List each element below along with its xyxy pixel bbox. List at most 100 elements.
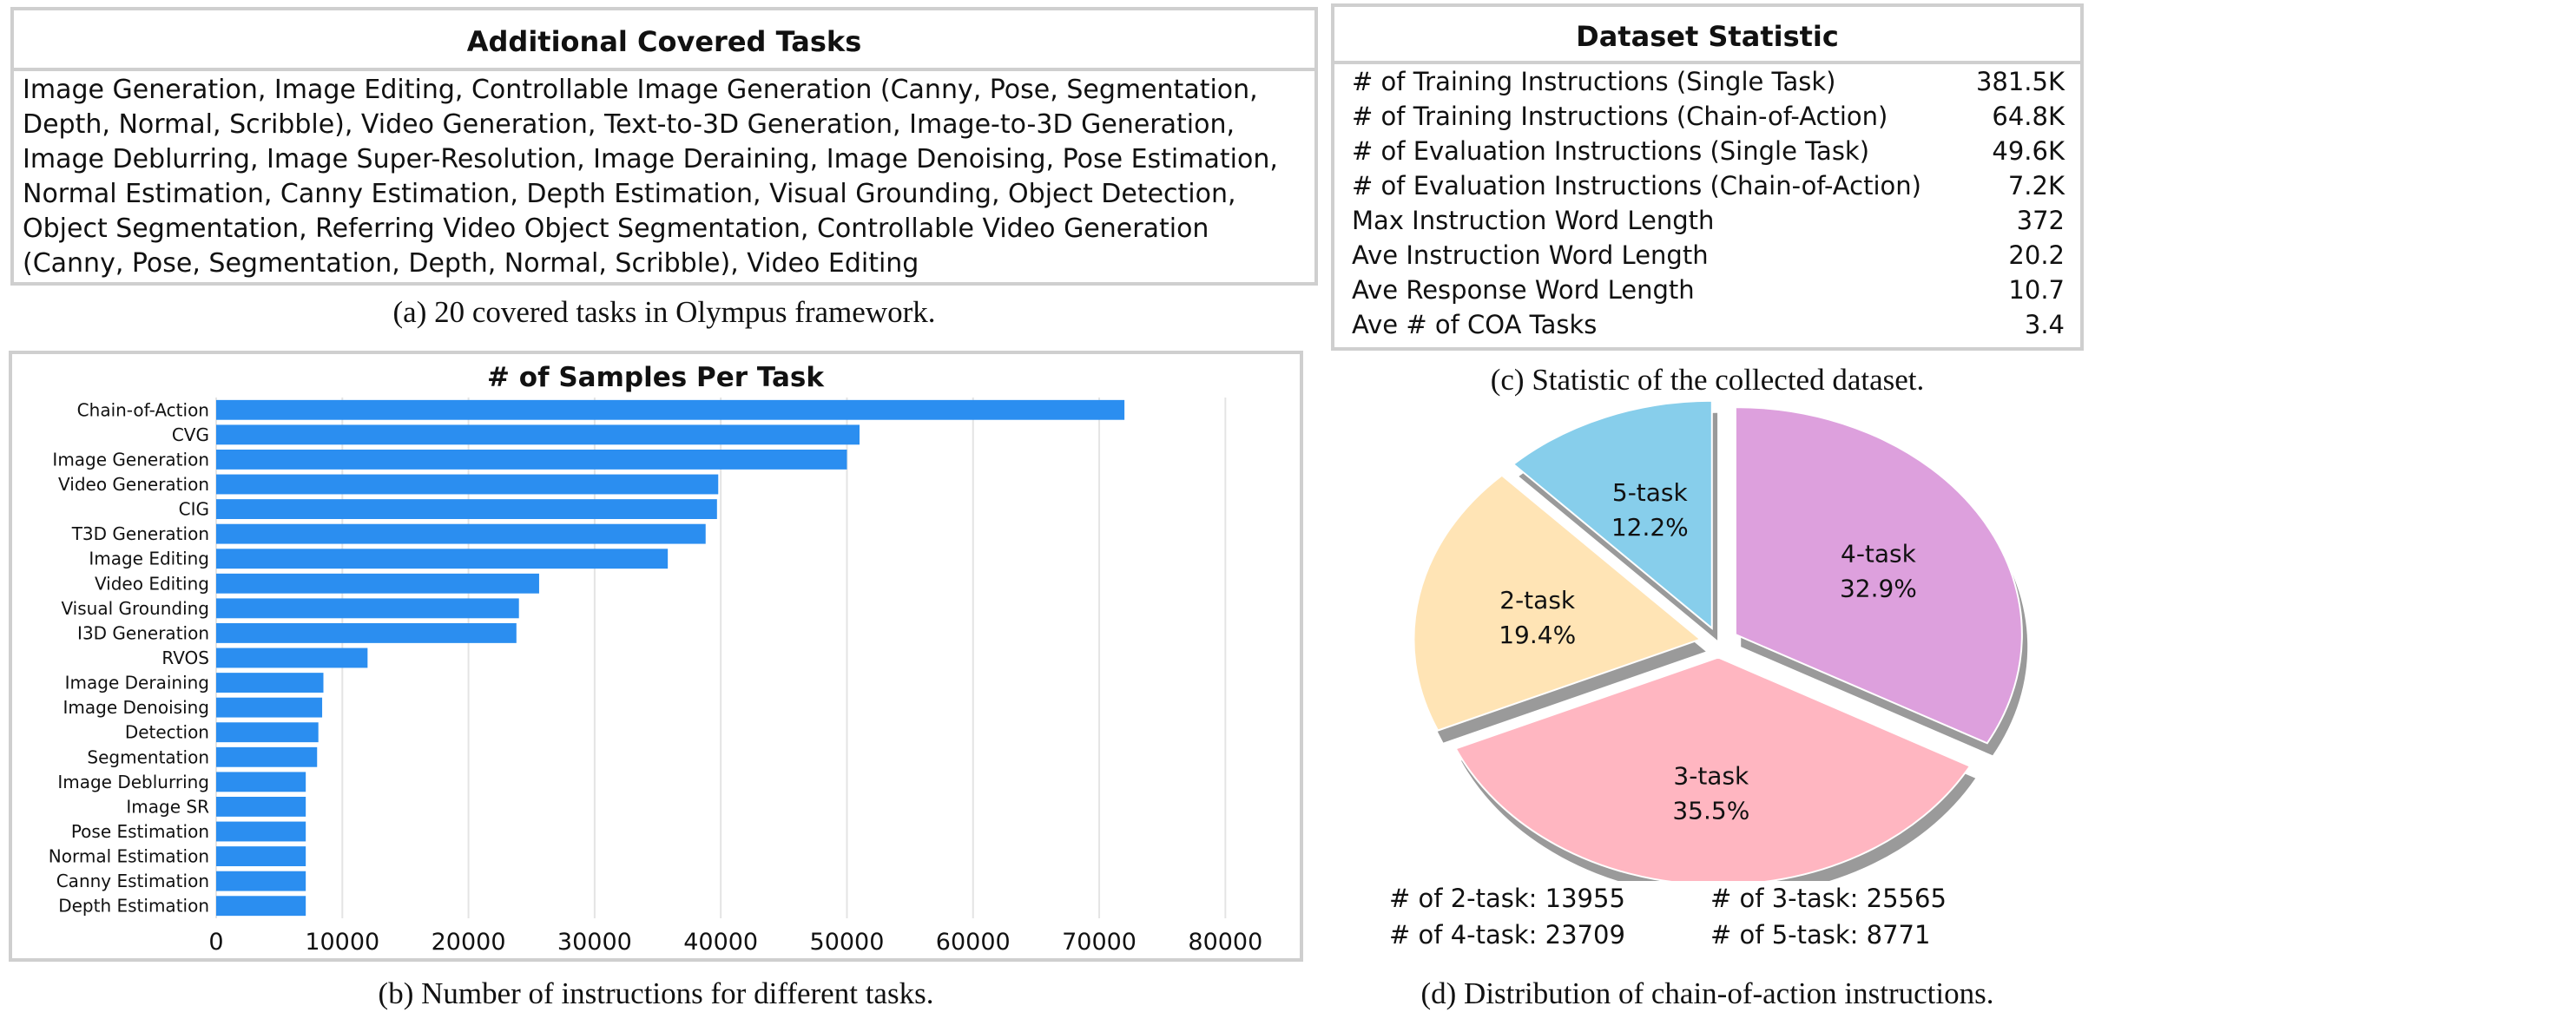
bar (216, 523, 706, 544)
y-category-label: Image Denoising (63, 697, 209, 718)
dataset-statistic-title: Dataset Statistic (1576, 20, 1839, 53)
count-2-task: # of 2-task: 13955 (1389, 884, 1625, 913)
y-category-label: Segmentation (87, 746, 209, 767)
stat-value: 7.2K (2007, 171, 2065, 200)
x-tick-label: 20000 (432, 929, 506, 956)
bar (216, 598, 519, 619)
bar (216, 846, 306, 866)
bar (216, 647, 368, 668)
y-category-label: Image SR (126, 796, 209, 817)
stat-value: 20.2 (2008, 240, 2065, 270)
bar (216, 450, 847, 470)
stat-label: Ave Response Word Length (1352, 275, 1695, 305)
x-tick-label: 60000 (936, 929, 1011, 956)
stat-value: 372 (2016, 206, 2065, 235)
y-category-label: Video Editing (95, 573, 209, 594)
y-category-label: Image Deraining (65, 673, 209, 693)
bar (216, 746, 318, 767)
stat-label: Max Instruction Word Length (1352, 206, 1715, 235)
count-3-task: # of 3-task: 25565 (1710, 884, 1947, 913)
x-tick-label: 70000 (1062, 929, 1136, 956)
slice-label: 3-task (1673, 761, 1749, 790)
y-category-label: Detection (125, 722, 209, 743)
stat-label: Ave # of COA Tasks (1352, 310, 1598, 339)
bar (216, 697, 323, 718)
stat-value: 64.8K (1992, 102, 2065, 131)
bar (216, 549, 669, 569)
covered-tasks-title: Additional Covered Tasks (466, 25, 862, 58)
y-category-label: Pose Estimation (71, 821, 209, 842)
slice (1413, 474, 1703, 732)
pie-count-legend: # of 2-task: 13955 # of 3-task: 25565 # … (1389, 884, 2049, 962)
stat-value: 381.5K (1975, 67, 2065, 96)
bar (216, 399, 1125, 420)
stat-row: Ave # of COA Tasks 3.4 (1334, 307, 2080, 342)
x-tick-label: 80000 (1188, 929, 1262, 956)
dataset-statistic-divider (1334, 61, 2080, 64)
stat-value: 49.6K (1992, 136, 2065, 166)
stat-row: # of Evaluation Instructions (Single Tas… (1334, 134, 2080, 168)
x-tick-label: 50000 (810, 929, 885, 956)
y-category-label: Chain-of-Action (77, 399, 209, 420)
slice (1734, 406, 2023, 745)
x-tick-label: 0 (208, 929, 223, 956)
x-tick-label: 30000 (557, 929, 632, 956)
stat-row: # of Training Instructions (Chain-of-Act… (1334, 99, 2080, 134)
slice-label: 4-task (1841, 539, 1917, 568)
bar (216, 797, 306, 817)
samples-per-task-chart: # of Samples Per Task 0 10000 20000 30000 400… (49, 362, 1263, 956)
slice-percent-label: 12.2% (1611, 513, 1689, 542)
y-category-label: Image Generation (52, 449, 209, 470)
y-category-label: RVOS (161, 647, 209, 668)
y-category-label: Depth Estimation (58, 896, 209, 917)
slice-percent-label: 35.5% (1672, 796, 1749, 825)
stat-value: 3.4 (2024, 310, 2065, 339)
caption-c: (c) Statistic of the collected dataset. (1490, 363, 1925, 397)
bar (216, 424, 860, 445)
x-tick-label: 10000 (305, 929, 379, 956)
bar (216, 896, 306, 917)
slice (1454, 656, 1972, 881)
y-category-label: Normal Estimation (49, 846, 209, 867)
stat-row: # of Training Instructions (Single Task)… (1334, 64, 2080, 99)
count-5-task: # of 5-task: 8771 (1710, 920, 1931, 950)
caption-b: (b) Number of instructions for different… (378, 976, 934, 1010)
y-category-label: CIG (179, 499, 209, 520)
covered-tasks-divider (14, 68, 1314, 71)
covered-tasks-panel: Additional Covered Tasks Image Generatio… (10, 7, 1318, 286)
bar (216, 821, 306, 842)
caption-d: (d) Distribution of chain-of-action inst… (1420, 976, 1994, 1010)
stat-row: Ave Instruction Word Length 20.2 (1334, 238, 2080, 273)
samples-per-task-panel: # of Samples Per Task 0 10000 20000 30000 400… (9, 351, 1303, 962)
stat-label: # of Training Instructions (Chain-of-Act… (1352, 102, 1888, 131)
y-category-label: Image Deblurring (57, 772, 209, 792)
bar (216, 871, 306, 891)
y-category-label: Visual Grounding (61, 598, 209, 619)
y-category-label: CVG (172, 424, 209, 445)
y-category-label: T3D Generation (71, 523, 209, 544)
stat-row: # of Evaluation Instructions (Chain-of-A… (1334, 168, 2080, 203)
bar (216, 772, 306, 792)
covered-tasks-text: Image Generation, Image Editing, Control… (23, 75, 1278, 279)
slice-label: 2-task (1499, 586, 1576, 615)
stat-label: # of Training Instructions (Single Task) (1352, 67, 1836, 96)
stat-value: 10.7 (2008, 275, 2065, 305)
stat-label: # of Evaluation Instructions (Single Tas… (1352, 136, 1870, 166)
bar (216, 499, 717, 519)
bar (216, 474, 719, 495)
slice (1512, 399, 1713, 630)
count-4-task: # of 4-task: 23709 (1389, 920, 1625, 950)
caption-a: (a) 20 covered tasks in Olympus framewor… (392, 295, 936, 329)
y-category-label: I3D Generation (77, 622, 209, 643)
slice-percent-label: 32.9% (1840, 574, 1917, 602)
y-category-label: Image Editing (89, 549, 209, 569)
slice-label: 5-task (1612, 478, 1689, 507)
dataset-statistic-panel: Dataset Statistic # of Training Instruct… (1331, 3, 2084, 351)
slice-percent-label: 19.4% (1499, 621, 1576, 649)
y-category-label: Canny Estimation (56, 871, 209, 891)
chain-of-action-pie-chart: 4-task 32.9% 3-task 35.5% 2-task 19.4% 5-task 1… (1413, 399, 2028, 881)
bar (216, 623, 517, 643)
chart-title: # of Samples Per Task (487, 362, 825, 393)
y-category-label: Video Generation (58, 474, 209, 495)
stat-row: Ave Response Word Length 10.7 (1334, 273, 2080, 307)
